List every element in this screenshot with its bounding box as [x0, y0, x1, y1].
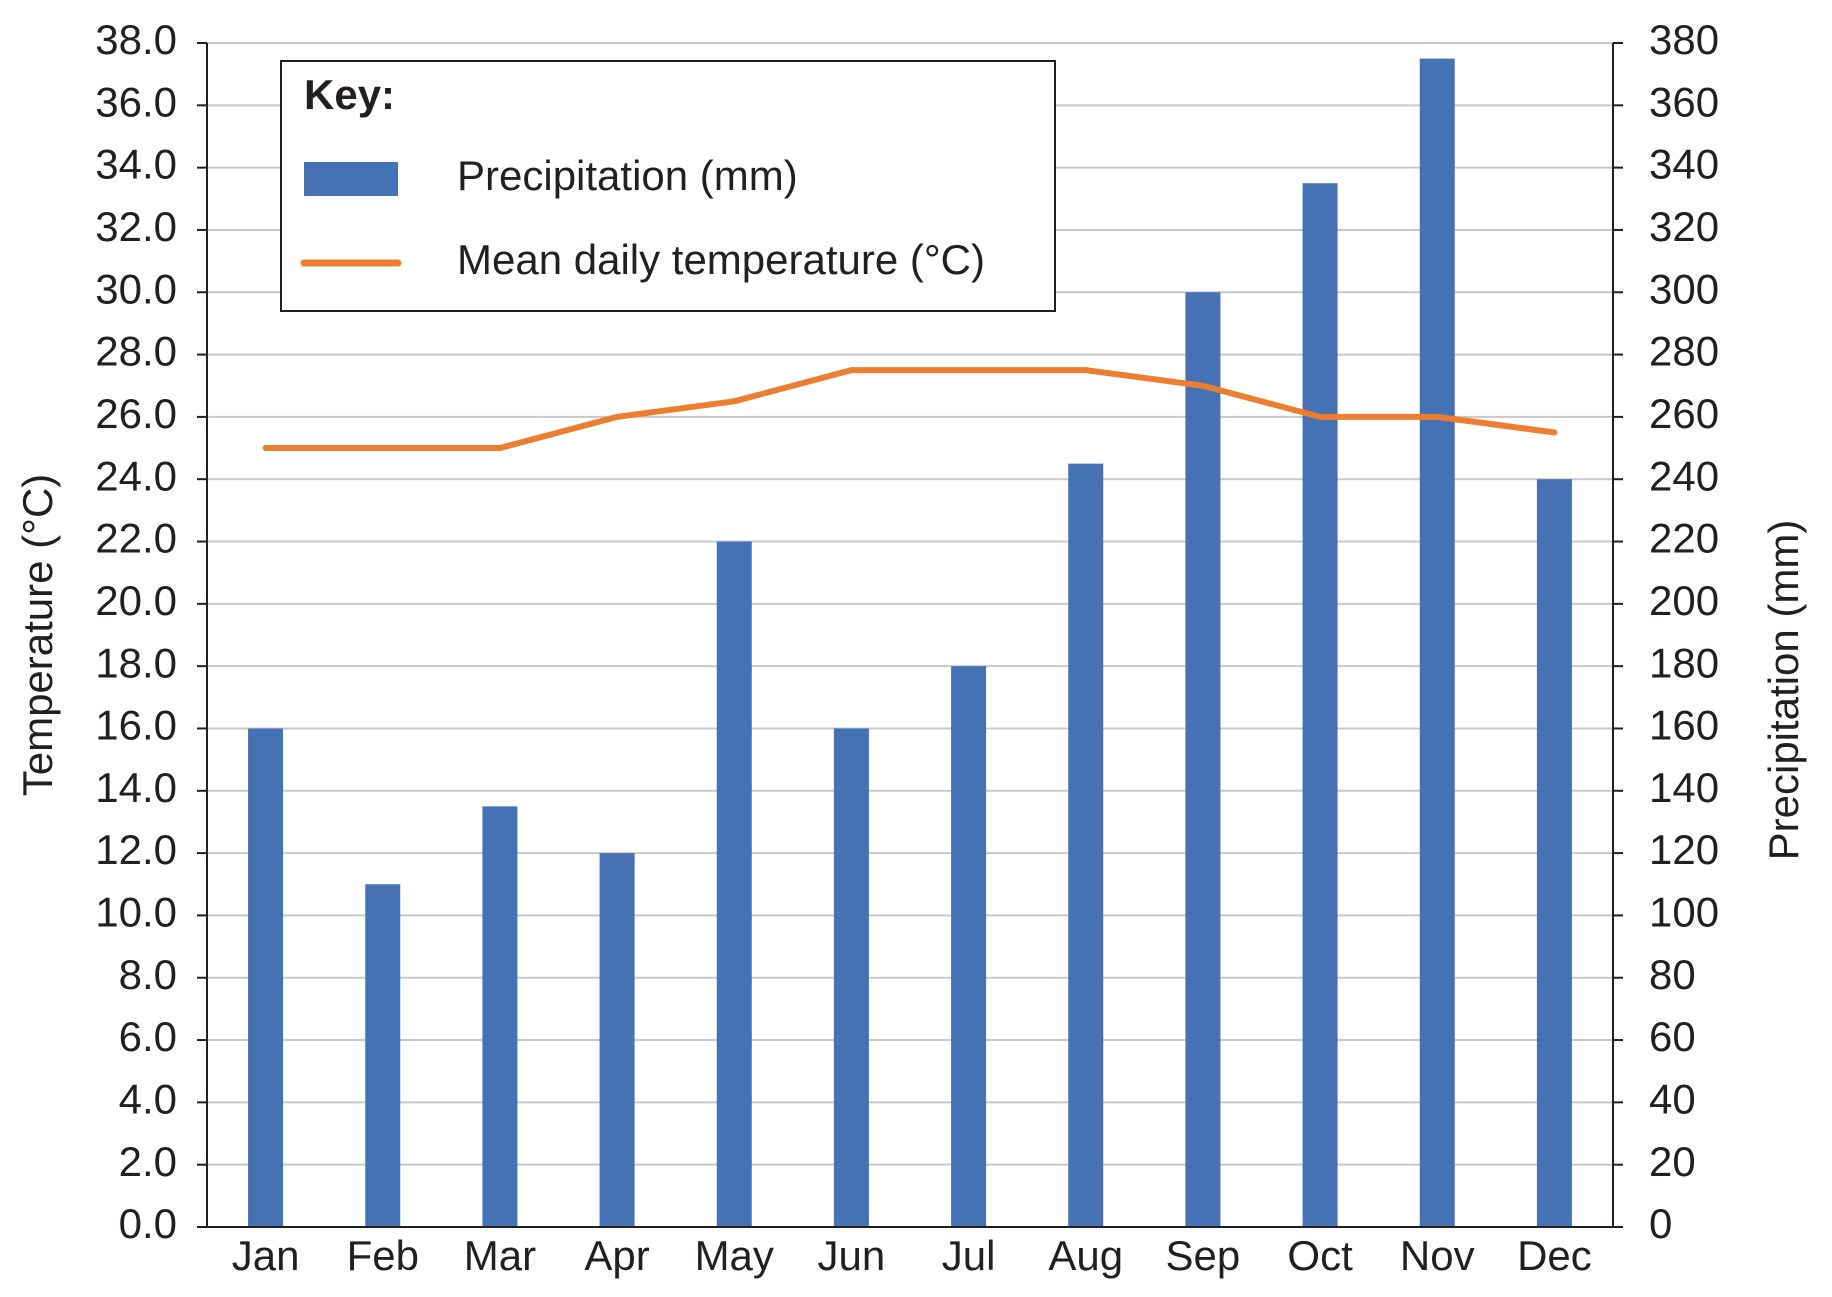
y2-tick-label: 80: [1649, 951, 1696, 998]
legend: Key: Precipitation (mm) Mean daily tempera…: [280, 60, 1056, 312]
x-tick-label: Apr: [584, 1232, 649, 1279]
y2-tick-label: 180: [1649, 639, 1719, 686]
legend-swatch: [304, 162, 398, 196]
y-tick-label: 36.0: [95, 78, 177, 125]
bar: [716, 541, 752, 1227]
y2-tick-label: 0: [1649, 1200, 1672, 1247]
y2-tick-label: 20: [1649, 1138, 1696, 1185]
bar: [1302, 183, 1338, 1227]
y2-tick-label: 340: [1649, 141, 1719, 188]
bar: [1419, 58, 1455, 1227]
y-tick-label: 20.0: [95, 577, 177, 624]
bar: [365, 884, 401, 1227]
y2-axis-title: Precipitation (mm): [1760, 520, 1807, 861]
y-tick-label: 26.0: [95, 390, 177, 437]
y-tick-label: 32.0: [95, 203, 177, 250]
legend-box: [280, 60, 1056, 312]
bar: [1068, 463, 1104, 1227]
y-tick-label: 18.0: [95, 639, 177, 686]
y-tick-label: 16.0: [95, 702, 177, 749]
y-tick-label: 34.0: [95, 141, 177, 188]
y2-tick-label: 280: [1649, 328, 1719, 375]
y2-tick-label: 260: [1649, 390, 1719, 437]
y-tick-label: 4.0: [119, 1075, 177, 1122]
bar: [248, 728, 284, 1227]
legend-label: Mean daily temperature (°C): [457, 236, 985, 283]
x-tick-label: Dec: [1517, 1232, 1592, 1279]
y-tick-label: 38.0: [95, 16, 177, 63]
y2-tick-label: 40: [1649, 1075, 1696, 1122]
x-tick-label: May: [695, 1232, 774, 1279]
bar: [1185, 292, 1221, 1227]
y-tick-label: 6.0: [119, 1013, 177, 1060]
y2-tick-label: 360: [1649, 78, 1719, 125]
y-tick-label: 2.0: [119, 1138, 177, 1185]
legend-title: Key:: [304, 71, 395, 118]
line: [262, 367, 1558, 452]
x-tick-label: Jun: [818, 1232, 886, 1279]
y2-tick-label: 320: [1649, 203, 1719, 250]
bar: [599, 853, 635, 1227]
y-tick-label: 10.0: [95, 889, 177, 936]
y2-tick-label: 100: [1649, 889, 1719, 936]
y2-tick-label: 300: [1649, 265, 1719, 312]
y-tick-label: 22.0: [95, 515, 177, 562]
y-tick-label: 12.0: [95, 826, 177, 873]
y-axis-title: Temperature (°C): [14, 474, 61, 797]
y-tick-label: 24.0: [95, 452, 177, 499]
y-tick-label: 28.0: [95, 328, 177, 375]
bar: [482, 806, 518, 1227]
y2-tick-label: 380: [1649, 16, 1719, 63]
x-tick-label: Feb: [347, 1232, 419, 1279]
x-tick-label: Mar: [464, 1232, 536, 1279]
x-tick-label: Oct: [1287, 1232, 1353, 1279]
y2-tick-label: 120: [1649, 826, 1719, 873]
y-tick-label: 30.0: [95, 265, 177, 312]
x-tick-label: Jul: [942, 1232, 996, 1279]
x-tick-label: Nov: [1400, 1232, 1475, 1279]
y-tick-label: 0.0: [119, 1200, 177, 1247]
x-tick-label: Jan: [232, 1232, 300, 1279]
bar: [951, 666, 987, 1227]
x-tick-label: Aug: [1048, 1232, 1123, 1279]
y2-tick-label: 200: [1649, 577, 1719, 624]
y2-tick-label: 240: [1649, 452, 1719, 499]
y2-tick-label: 140: [1649, 764, 1719, 811]
x-tick-label: Sep: [1166, 1232, 1241, 1279]
y2-tick-label: 220: [1649, 515, 1719, 562]
legend-label: Precipitation (mm): [457, 152, 798, 199]
bar: [1536, 479, 1572, 1227]
bar: [833, 728, 869, 1227]
y2-tick-label: 60: [1649, 1013, 1696, 1060]
y2-tick-label: 160: [1649, 702, 1719, 749]
y-tick-label: 8.0: [119, 951, 177, 998]
y-tick-label: 14.0: [95, 764, 177, 811]
